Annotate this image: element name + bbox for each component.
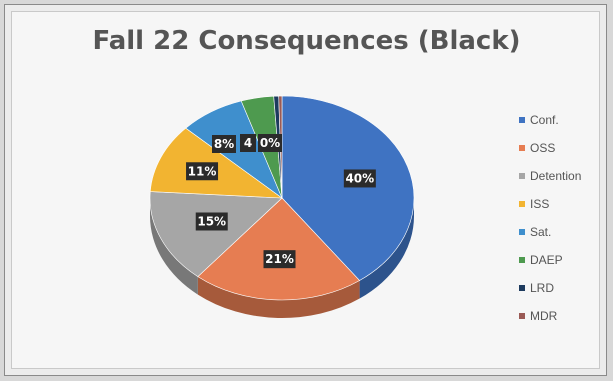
pie-side-detention: [150, 198, 198, 295]
pie-label-bg: [212, 135, 236, 153]
pie-slices: [149, 95, 415, 301]
legend-swatch-sat: [519, 229, 525, 235]
chart-title: Fall 22 Consequences (Black): [92, 26, 521, 56]
legend-label-lrd: LRD: [530, 281, 554, 295]
legend-swatch-iss: [519, 201, 525, 207]
pie-side-conf: [359, 198, 414, 299]
pie-label-bg: [240, 134, 256, 152]
legend-label-oss: OSS: [530, 141, 555, 155]
pie-label-sat: 8%: [214, 137, 234, 151]
legend-label-mdr: MDR: [530, 309, 558, 323]
legend-swatch-daep: [519, 257, 525, 263]
pie-label-lrd: 0%: [260, 136, 280, 150]
legend-label-detention: Detention: [530, 169, 581, 183]
legend-swatch-oss: [519, 145, 525, 151]
pie-label-detention: 15%: [197, 214, 226, 228]
pie-label-iss: 11%: [188, 164, 217, 178]
pie-label-bg: [258, 134, 282, 152]
legend-swatch-lrd: [519, 285, 525, 291]
pie-side-oss: [197, 276, 360, 319]
pie-label-daep: 4: [244, 136, 252, 150]
legend: Conf. OSS Detention ISS Sat. DAEP LRD MDR: [519, 113, 581, 323]
pie-label-bg: [343, 169, 376, 188]
legend-swatch-detention: [519, 173, 525, 179]
pie-label-bg: [263, 250, 296, 269]
legend-swatch-conf: [519, 117, 525, 123]
legend-swatch-mdr: [519, 313, 525, 319]
legend-label-iss: ISS: [530, 197, 549, 211]
pie-slice-oss: [197, 197, 361, 301]
pie-label-bg: [186, 162, 219, 181]
pie-label-conf: 40%: [345, 171, 374, 185]
pie-labels: 40%21%15%11%8% 4 0%: [186, 134, 376, 269]
legend-label-daep: DAEP: [530, 253, 563, 267]
pie-slice-conf: [281, 95, 415, 281]
legend-label-conf: Conf.: [530, 113, 559, 127]
pie-label-oss: 21%: [265, 252, 294, 266]
pie-label-bg: [195, 212, 228, 231]
pie-slice-detention: [149, 191, 283, 277]
pie-3d-side: [150, 198, 414, 319]
legend-label-sat: Sat.: [530, 225, 551, 239]
